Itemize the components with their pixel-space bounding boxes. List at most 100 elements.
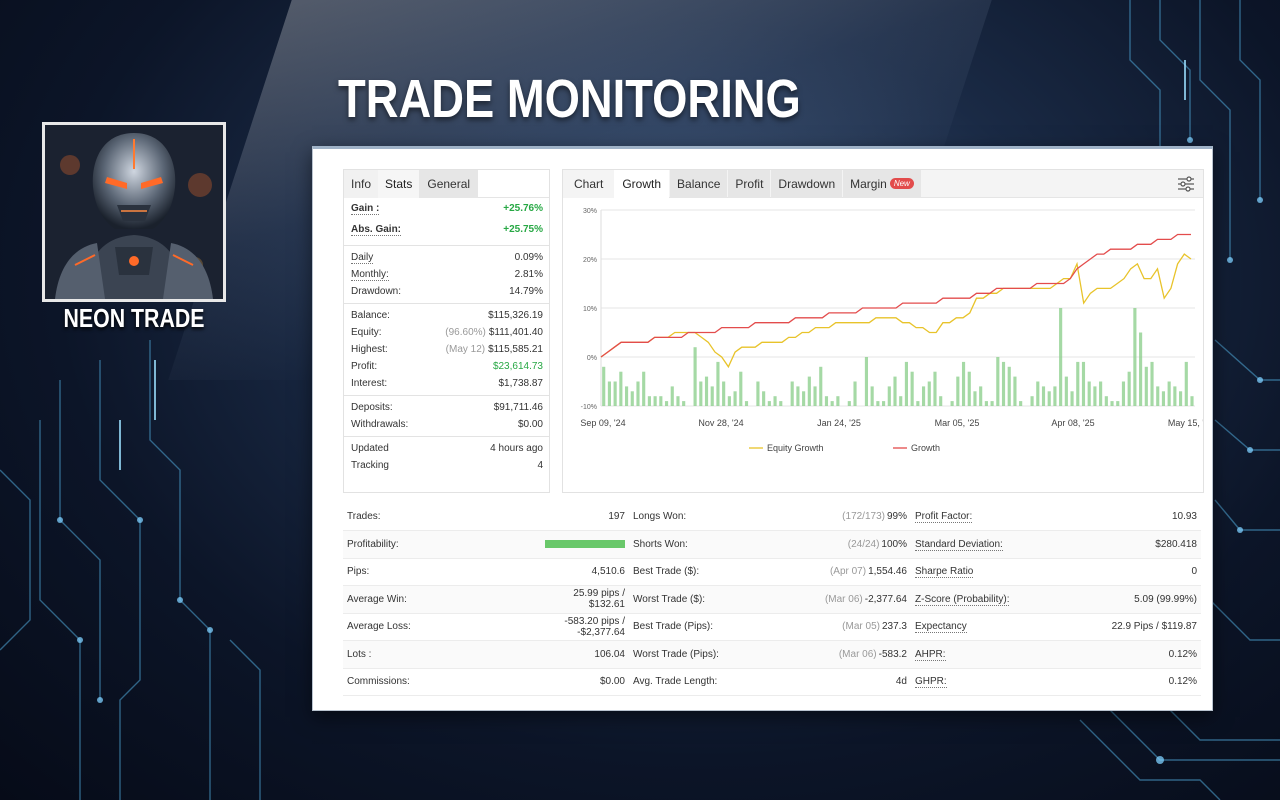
info-value: 14.79% [509,286,543,297]
info-number: 0.09% [514,252,543,263]
daily-bar [836,396,840,406]
daily-bar [624,386,629,406]
chart-tabs: Chart Growth Balance Profit Drawdown Mar… [563,170,1203,198]
tab-balance[interactable]: Balance [670,170,728,198]
stat-label-text: Z-Score (Probability): [915,593,1010,606]
daily-bar [653,396,657,406]
sliders-icon[interactable] [1177,176,1195,197]
stat-value-text: 100% [881,538,907,550]
y-tick-label: -10% [581,404,597,411]
info-box: Info Stats General Gain : +25.76% Abs. Gai… [343,169,550,493]
y-tick-label: 0% [587,355,597,362]
stat-label-text: Longs Won: [633,511,687,522]
stat-note: (Mar 06) [824,593,863,605]
divider [344,245,549,246]
info-number: 2.81% [514,269,543,280]
stat-note: (Mar 06) [838,648,877,660]
info-number: +25.76% [503,203,543,214]
stat-value: 0.12% [1061,640,1201,669]
daily-bar [1070,391,1074,406]
info-row: Withdrawals: $0.00 [344,416,549,433]
daily-bar [1190,396,1194,406]
daily-bar [1121,381,1126,406]
info-label: Interest: [351,378,388,389]
daily-bar [824,396,829,406]
daily-bar [1179,391,1183,406]
info-value: (May 12) $115,585.21 [446,344,543,355]
daily-bar [756,381,760,406]
daily-bar [1139,332,1143,406]
info-value: $23,614.73 [493,361,543,372]
stat-label-text: Expectancy [915,621,967,634]
tab-margin[interactable]: Margin New [843,170,921,198]
daily-bar [933,371,937,406]
stat-label-text: Best Trade ($): [633,566,700,578]
daily-bar [904,361,908,406]
daily-bar [779,401,783,406]
stat-value [533,530,629,559]
stat-label: Worst Trade (Pips): [629,640,789,669]
daily-bar [693,347,697,406]
stat-note: (172/173) [842,511,885,522]
stat-value: 5.09 (99.99%) [1061,585,1201,614]
stat-label-text: Worst Trade ($): [633,593,706,605]
stat-label-text: AHPR: [915,648,946,661]
stat-note: (24/24) [847,538,880,550]
daily-bar [773,396,777,406]
info-row: Equity: (96.60%) $111,401.40 [344,324,549,341]
stat-value-text: 5.09 (99.99%) [1134,593,1197,605]
stat-label-text: Average Win: [347,593,407,605]
daily-bar [847,401,851,406]
daily-bar [921,386,926,406]
daily-bar [853,381,857,406]
stats-row: Pips: 4,510.6 Best Trade ($): (Apr 07) 1,554… [343,558,1201,586]
tab-general[interactable]: General [419,170,479,198]
daily-bar [704,376,709,406]
stat-value: 0 [1061,558,1201,586]
info-number: $91,711.46 [493,402,543,413]
x-tick-label: Apr 08, '25 [1051,418,1094,428]
tab-profit[interactable]: Profit [728,170,771,198]
tab-drawdown[interactable]: Drawdown [771,170,843,198]
info-label: Balance: [351,310,390,321]
tab-margin-label: Margin [850,177,887,191]
stat-label: Avg. Trade Length: [629,668,789,696]
tab-stats[interactable]: Stats [378,170,420,198]
info-label: Abs. Gain: [351,224,402,236]
stat-label-text: GHPR: [915,676,947,689]
stat-value: $280.418 [1061,530,1201,559]
info-row: Daily 0.09% [344,249,549,266]
daily-bar [870,386,874,406]
stat-label-text: Best Trade (Pips): [633,621,714,633]
daily-bar [1116,401,1120,406]
divider [344,395,549,396]
daily-bar [1127,371,1131,406]
tab-info[interactable]: Info [344,170,379,198]
tab-chart[interactable]: Chart [563,170,615,198]
legend-label: Equity Growth [767,443,824,453]
daily-bar [796,386,800,406]
tab-growth[interactable]: Growth [614,170,670,198]
info-label: Withdrawals: [351,419,409,430]
stats-table: Trades: 197 Longs Won: (172/173) 99% Profit F… [343,503,1201,696]
daily-bar [1064,376,1068,406]
info-row: Profit: $23,614.73 [344,358,549,375]
stat-value-text: 25.99 pips / $132.61 [573,588,625,611]
daily-bar [1104,396,1108,406]
brand-name: NEON TRADE [63,303,205,333]
info-row: Interest: $1,738.87 [344,375,549,392]
stat-value-text: 0.12% [1168,676,1197,688]
daily-bar [1030,396,1034,406]
stats-row: Lots : 106.04 Worst Trade (Pips): (Mar 06) -… [343,640,1201,669]
daily-bar [1013,376,1017,406]
info-row: Drawdown: 14.79% [344,283,549,300]
daily-bar [1167,381,1171,406]
daily-bar [802,391,806,406]
growth-line [600,233,1191,358]
daily-bar [739,371,743,406]
robot-avatar-icon [45,125,223,299]
info-label: Monthly: [351,269,389,281]
chart-box: Chart Growth Balance Profit Drawdown Mar… [562,169,1204,493]
stat-label: Best Trade ($): [629,558,789,586]
stat-label: Best Trade (Pips): [629,613,789,641]
